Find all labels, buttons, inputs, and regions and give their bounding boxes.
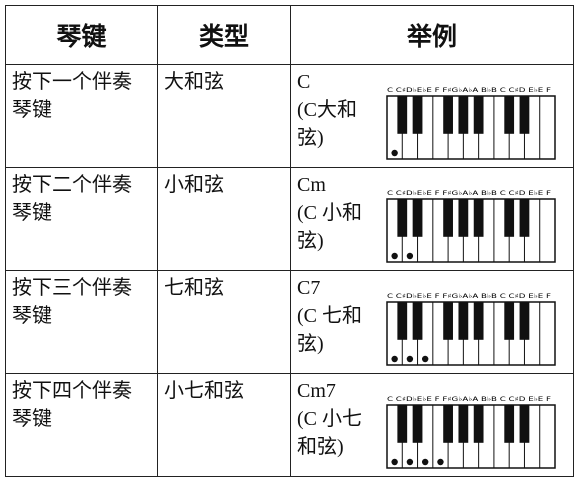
table-row: 按下二个伴奏琴键 小和弦 Cm (C 小和弦) C C♯D♭E♭E F F♯G♭A♭A …: [5, 167, 574, 271]
chord-table: 琴键 类型 举例 按下一个伴奏琴键 大和弦 C (C大和弦) C C♯D♭E♭E F F♯G…: [5, 5, 574, 477]
type-text: 七和弦: [164, 277, 224, 299]
table-body: 按下一个伴奏琴键 大和弦 C (C大和弦) C C♯D♭E♭E F F♯G♭A♭A B♭…: [5, 64, 574, 477]
black-key: [443, 96, 453, 134]
example-cell: Cm7 (C 小七和弦) C C♯D♭E♭E F F♯G♭A♭A B♭B C C♯D…: [290, 373, 574, 477]
chord-desc: (C 小和弦): [297, 202, 362, 252]
chord-block: C7 (C 七和弦): [297, 274, 367, 358]
black-key: [504, 96, 515, 134]
key-cell: 按下二个伴奏琴键: [5, 167, 158, 271]
black-key: [519, 405, 530, 443]
pressed-dot: [391, 458, 398, 466]
keyboard-frame: [386, 404, 556, 469]
black-key: [443, 199, 453, 237]
key-cell: 按下四个伴奏琴键: [5, 373, 158, 477]
key-cell: 按下一个伴奏琴键: [5, 64, 158, 168]
example-cell: C (C大和弦) C C♯D♭E♭E F F♯G♭A♭A B♭B C C♯D E♭E…: [290, 64, 574, 168]
keyboard: C C♯D♭E♭E F F♯G♭A♭A B♭B C C♯D E♭E F: [386, 396, 556, 469]
black-key: [458, 405, 469, 443]
chord-name: C7: [297, 277, 321, 299]
header-cell: 举例: [290, 5, 574, 65]
black-key: [443, 405, 453, 443]
black-key: [473, 96, 484, 134]
chord-block: C (C大和弦): [297, 68, 367, 152]
chord-desc: (C 小七和弦): [297, 408, 362, 458]
black-key: [412, 96, 423, 134]
black-key: [412, 199, 423, 237]
pressed-dot: [406, 458, 414, 466]
black-key: [519, 302, 530, 340]
keyboard-frame: [386, 95, 556, 160]
type-cell: 小七和弦: [157, 373, 291, 477]
chord-desc: (C 七和弦): [297, 305, 362, 355]
key-cell: 按下三个伴奏琴键: [5, 270, 158, 374]
chord-block: Cm (C 小和弦): [297, 171, 367, 255]
chord-name: Cm: [297, 174, 326, 196]
type-text: 大和弦: [164, 71, 224, 93]
chord-desc: (C大和弦): [297, 99, 357, 149]
header-cell: 琴键: [5, 5, 158, 65]
keyboard-frame: [386, 198, 556, 263]
black-key: [473, 405, 484, 443]
chord-block: Cm7 (C 小七和弦): [297, 377, 367, 461]
example-cell: Cm (C 小和弦) C C♯D♭E♭E F F♯G♭A♭A B♭B C C♯D E…: [290, 167, 574, 271]
pressed-dot: [421, 458, 429, 466]
key-labels: C C♯D♭E♭E F F♯G♭A♭A B♭B C C♯D E♭E F: [387, 293, 552, 300]
keyboard: C C♯D♭E♭E F F♯G♭A♭A B♭B C C♯D E♭E F: [386, 190, 556, 263]
pressed-dot: [421, 355, 429, 363]
black-key: [504, 199, 515, 237]
header-row: 琴键 类型 举例: [5, 5, 574, 65]
black-key: [458, 199, 469, 237]
black-key: [443, 302, 453, 340]
key-labels: C C♯D♭E♭E F F♯G♭A♭A B♭B C C♯D E♭E F: [387, 396, 552, 403]
pressed-dot: [391, 252, 398, 260]
key-text: 按下四个伴奏琴键: [12, 380, 132, 430]
black-key: [473, 302, 484, 340]
header-cell: 类型: [157, 5, 291, 65]
pressed-dot: [391, 149, 398, 157]
key-labels: C C♯D♭E♭E F F♯G♭A♭A B♭B C C♯D E♭E F: [387, 87, 552, 94]
key-text: 按下三个伴奏琴键: [12, 277, 132, 327]
pressed-dot: [406, 355, 414, 363]
black-key: [397, 405, 408, 443]
type-text: 小七和弦: [164, 380, 244, 402]
type-cell: 小和弦: [157, 167, 291, 271]
table-row: 按下三个伴奏琴键 七和弦 C7 (C 七和弦) C C♯D♭E♭E F F♯G♭A♭A …: [5, 270, 574, 374]
keyboard-frame: [386, 301, 556, 366]
example-cell: C7 (C 七和弦) C C♯D♭E♭E F F♯G♭A♭A B♭B C C♯D E…: [290, 270, 574, 374]
key-text: 按下二个伴奏琴键: [12, 174, 132, 224]
black-key: [458, 302, 469, 340]
type-text: 小和弦: [164, 174, 224, 196]
keyboard: C C♯D♭E♭E F F♯G♭A♭A B♭B C C♯D E♭E F: [386, 87, 556, 160]
black-key: [519, 199, 530, 237]
black-key: [504, 405, 515, 443]
pressed-dot: [437, 458, 444, 466]
chord-name: C: [297, 71, 311, 93]
black-key: [412, 302, 423, 340]
black-key: [397, 96, 408, 134]
type-cell: 七和弦: [157, 270, 291, 374]
black-key: [504, 302, 515, 340]
key-labels: C C♯D♭E♭E F F♯G♭A♭A B♭B C C♯D E♭E F: [387, 190, 552, 197]
pressed-dot: [391, 355, 398, 363]
black-key: [397, 302, 408, 340]
table-row: 按下一个伴奏琴键 大和弦 C (C大和弦) C C♯D♭E♭E F F♯G♭A♭A B♭…: [5, 64, 574, 168]
black-key: [519, 96, 530, 134]
black-key: [458, 96, 469, 134]
table-row: 按下四个伴奏琴键 小七和弦 Cm7 (C 小七和弦) C C♯D♭E♭E F F♯G♭A…: [5, 373, 574, 477]
chord-name: Cm7: [297, 380, 336, 402]
black-key: [397, 199, 408, 237]
black-key: [412, 405, 423, 443]
pressed-dot: [406, 252, 414, 260]
type-cell: 大和弦: [157, 64, 291, 168]
keyboard: C C♯D♭E♭E F F♯G♭A♭A B♭B C C♯D E♭E F: [386, 293, 556, 366]
key-text: 按下一个伴奏琴键: [12, 71, 132, 121]
black-key: [473, 199, 484, 237]
